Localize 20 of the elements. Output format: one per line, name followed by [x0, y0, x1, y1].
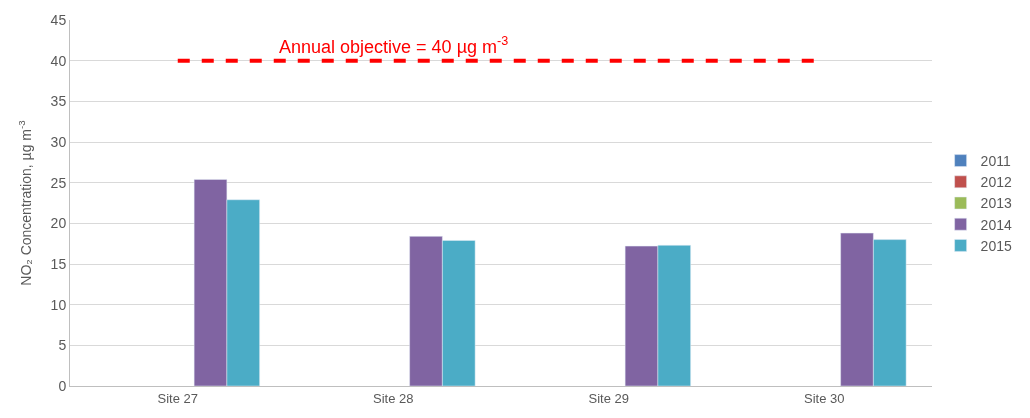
- y-tick-label: 10: [50, 296, 67, 313]
- y-tick-label: 30: [50, 133, 67, 150]
- y-tick-label: 45: [50, 11, 67, 28]
- y-tick-label: 20: [50, 215, 67, 232]
- x-tick-label: Site 28: [373, 390, 414, 406]
- x-tick-label: Site 29: [588, 390, 629, 406]
- y-tick-label: 40: [50, 52, 67, 69]
- y-tick-label: 0: [58, 377, 67, 394]
- x-tick-label: Site 27: [157, 390, 198, 406]
- legend-label: 2014: [980, 216, 1012, 233]
- y-tick-label: 15: [50, 255, 67, 272]
- y-tick-label: 25: [50, 174, 67, 191]
- y-tick-label: 5: [58, 337, 67, 354]
- x-tick-label: Site 30: [804, 390, 845, 406]
- legend-label: 2012: [980, 174, 1012, 191]
- y-tick-label: 35: [50, 93, 67, 110]
- ref-line-label: Annual objective = 40 µg m$^{-3}$: [279, 34, 509, 57]
- legend-label: 2015: [980, 237, 1012, 254]
- legend-label: 2011: [980, 153, 1011, 170]
- legend-label: 2013: [980, 195, 1012, 212]
